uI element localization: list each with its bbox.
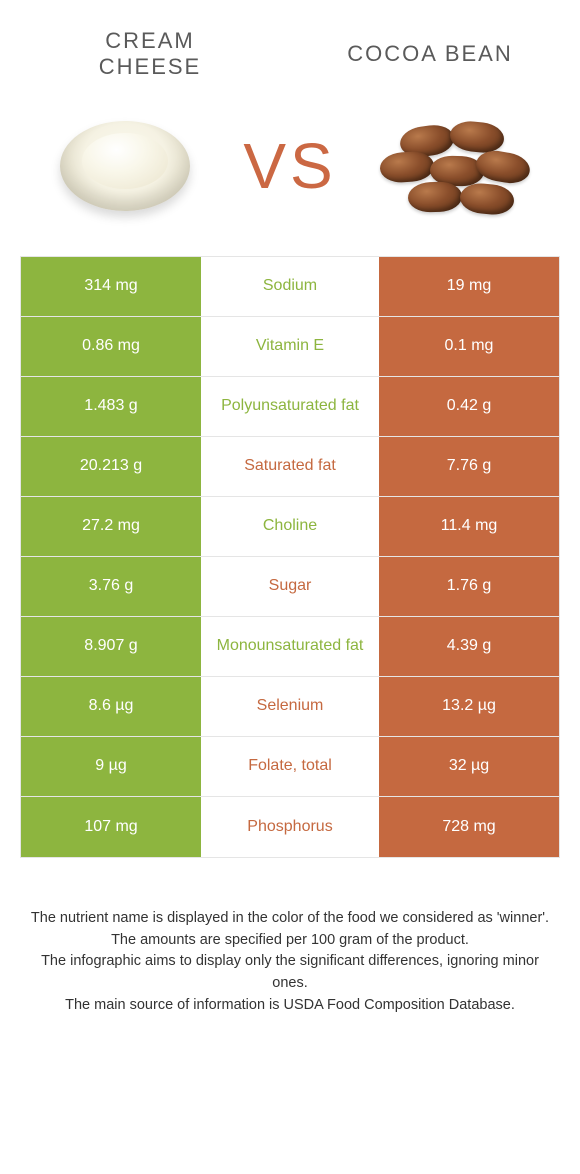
table-row: 20.213 gSaturated fat7.76 g <box>21 437 559 497</box>
left-value-cell: 314 mg <box>21 257 201 316</box>
table-row: 8.907 gMonounsaturated fat4.39 g <box>21 617 559 677</box>
nutrient-name-cell: Sodium <box>201 257 379 316</box>
left-food-title: CREAM CHEESE <box>60 28 240 81</box>
left-value-cell: 9 µg <box>21 737 201 796</box>
right-value-cell: 13.2 µg <box>379 677 559 736</box>
table-row: 27.2 mgCholine11.4 mg <box>21 497 559 557</box>
left-value-cell: 27.2 mg <box>21 497 201 556</box>
table-row: 107 mgPhosphorus728 mg <box>21 797 559 857</box>
right-food-title: COCOA BEAN <box>340 41 520 67</box>
footer-notes: The nutrient name is displayed in the co… <box>0 858 580 1017</box>
nutrient-name-cell: Saturated fat <box>201 437 379 496</box>
right-value-cell: 1.76 g <box>379 557 559 616</box>
cocoa-bean-image <box>380 106 530 226</box>
bowl-icon <box>60 121 190 211</box>
table-row: 8.6 µgSelenium13.2 µg <box>21 677 559 737</box>
left-value-cell: 8.6 µg <box>21 677 201 736</box>
right-value-cell: 4.39 g <box>379 617 559 676</box>
header: CREAM CHEESE COCOA BEAN <box>0 0 580 91</box>
nutrient-name-cell: Folate, total <box>201 737 379 796</box>
footer-line: The main source of information is USDA F… <box>30 995 550 1017</box>
nutrient-name-cell: Vitamin E <box>201 317 379 376</box>
left-value-cell: 1.483 g <box>21 377 201 436</box>
left-value-cell: 0.86 mg <box>21 317 201 376</box>
right-value-cell: 11.4 mg <box>379 497 559 556</box>
right-value-cell: 32 µg <box>379 737 559 796</box>
vs-label: VS <box>243 129 336 203</box>
left-value-cell: 8.907 g <box>21 617 201 676</box>
comparison-table: 314 mgSodium19 mg0.86 mgVitamin E0.1 mg1… <box>20 256 560 858</box>
table-row: 314 mgSodium19 mg <box>21 257 559 317</box>
footer-line: The infographic aims to display only the… <box>30 951 550 995</box>
table-row: 9 µgFolate, total32 µg <box>21 737 559 797</box>
nutrient-name-cell: Polyunsaturated fat <box>201 377 379 436</box>
table-row: 0.86 mgVitamin E0.1 mg <box>21 317 559 377</box>
footer-line: The nutrient name is displayed in the co… <box>30 908 550 930</box>
vs-row: VS <box>0 91 580 256</box>
beans-icon <box>380 116 530 216</box>
left-value-cell: 107 mg <box>21 797 201 857</box>
table-row: 1.483 gPolyunsaturated fat0.42 g <box>21 377 559 437</box>
right-value-cell: 728 mg <box>379 797 559 857</box>
right-value-cell: 0.42 g <box>379 377 559 436</box>
nutrient-name-cell: Choline <box>201 497 379 556</box>
nutrient-name-cell: Sugar <box>201 557 379 616</box>
nutrient-name-cell: Phosphorus <box>201 797 379 857</box>
right-value-cell: 0.1 mg <box>379 317 559 376</box>
table-row: 3.76 gSugar1.76 g <box>21 557 559 617</box>
left-value-cell: 20.213 g <box>21 437 201 496</box>
left-value-cell: 3.76 g <box>21 557 201 616</box>
footer-line: The amounts are specified per 100 gram o… <box>30 930 550 952</box>
right-value-cell: 19 mg <box>379 257 559 316</box>
right-value-cell: 7.76 g <box>379 437 559 496</box>
nutrient-name-cell: Selenium <box>201 677 379 736</box>
cream-cheese-image <box>50 106 200 226</box>
nutrient-name-cell: Monounsaturated fat <box>201 617 379 676</box>
